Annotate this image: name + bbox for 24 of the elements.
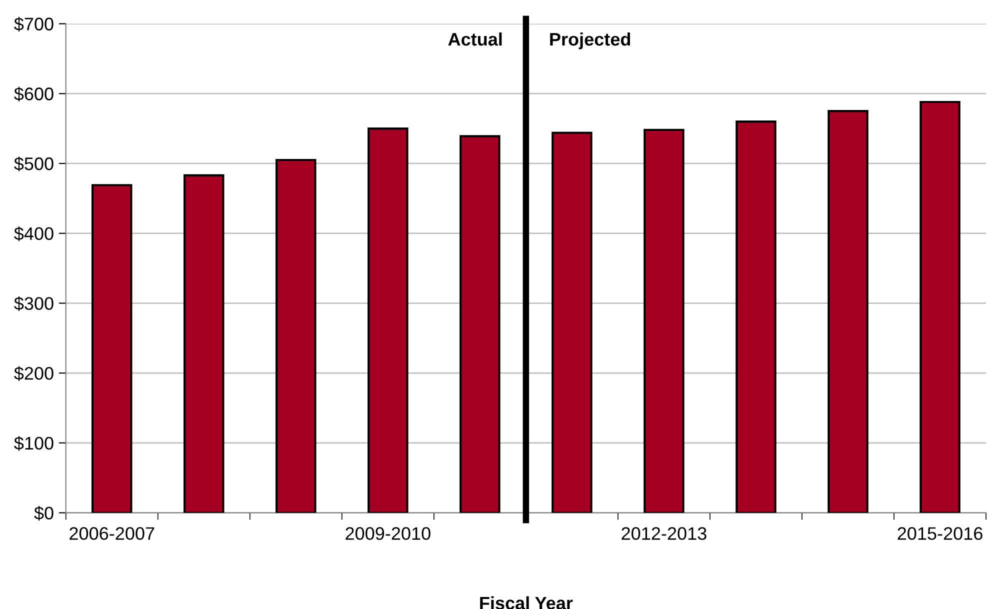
bar: [276, 158, 316, 513]
bar: [368, 127, 408, 513]
y-tick-label: $0: [34, 506, 54, 521]
annotation: Actual: [448, 32, 502, 46]
bar: [552, 132, 592, 513]
y-tick-label: $500: [14, 156, 54, 172]
x-tick-label: 2009-2010: [346, 527, 430, 540]
x-tick-label: 2012-2013: [622, 527, 706, 540]
y-tick-label: $200: [14, 366, 54, 381]
bar: [828, 110, 868, 513]
x-tick-label: 2015-2016: [898, 527, 982, 540]
y-tick-label: $300: [14, 296, 54, 311]
bar: [920, 100, 960, 513]
y-tick-label: $100: [14, 436, 54, 451]
bar: [184, 174, 224, 513]
y-tick-label: $700: [14, 16, 54, 32]
y-tick-label: $400: [14, 226, 54, 242]
bar: [736, 120, 776, 513]
y-tick-label: $600: [14, 86, 54, 102]
bar: [92, 184, 132, 513]
annotation: Projected: [550, 32, 630, 50]
bar: [460, 135, 500, 513]
x-tick-label: 2006-2007: [70, 527, 154, 540]
bar: [644, 128, 684, 513]
